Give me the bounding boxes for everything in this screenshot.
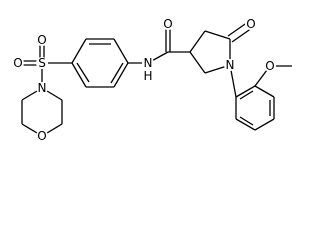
atom-label: N [226, 58, 235, 72]
molecule-diagram: O O S N O N H O O N O [12, 17, 292, 143]
atom-label: N [144, 56, 153, 70]
atom-label: N [38, 81, 47, 95]
atom-label: O [13, 56, 22, 70]
atom-label: H [143, 69, 152, 83]
atom-label: O [265, 59, 274, 73]
atom-labels: O O S N O N H O O N O [12, 17, 276, 143]
atom-label: O [37, 33, 46, 47]
bonds [18, 21, 292, 137]
atom-label: O [163, 17, 172, 31]
atom-label: S [38, 56, 46, 70]
atom-label: O [246, 17, 255, 31]
atom-label: O [37, 129, 46, 143]
